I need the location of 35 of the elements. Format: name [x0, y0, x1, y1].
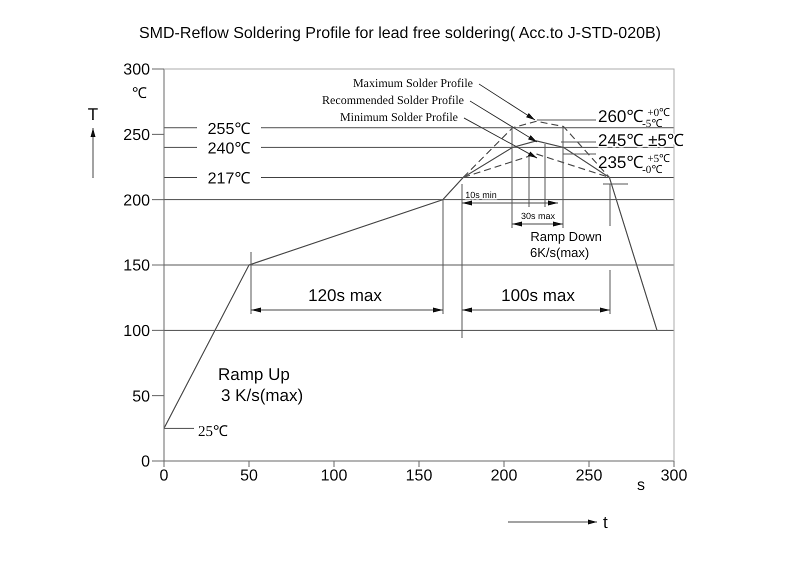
y-tick-label: 50 [132, 388, 150, 406]
annotation: Ramp Up [218, 365, 290, 384]
annotation: Ramp Down [530, 228, 602, 244]
annotation: 100s max [501, 286, 576, 305]
x-tick-label: 100 [320, 467, 348, 484]
x-tick-label: 0 [160, 467, 169, 484]
ref-line-label: 255℃ [208, 120, 250, 138]
annotation: 25℃ [198, 424, 228, 440]
annotation: 6K/s(max) [530, 245, 590, 260]
ref-line-label: 217℃ [208, 170, 250, 188]
y-tick-label: 300 [123, 62, 150, 79]
y-tick-label: 0 [141, 454, 150, 471]
text: ℃ [132, 86, 147, 102]
x-tick-label: 300 [660, 467, 688, 484]
y-tick-label: 200 [123, 192, 150, 210]
x-tick-label: 150 [406, 467, 432, 484]
annotation: 3 K/s(max) [221, 386, 304, 405]
y-tick-label: 100 [123, 323, 150, 340]
text: Maximum Solder Profile [353, 76, 473, 90]
chart-title: SMD-Reflow Soldering Profile for lead free soldering( Acc.to J-STD-020B) [138, 25, 662, 43]
ref-line-label: 240℃ [208, 140, 250, 158]
x-axis-title: t [603, 513, 608, 532]
y-tick-label: 150 [123, 258, 150, 275]
annotation: 30s max [520, 211, 556, 221]
x-tick-label: 50 [240, 467, 258, 484]
y-tick-label: 250 [123, 127, 150, 144]
annotation: 245℃ ±5℃ [598, 131, 684, 150]
x-tick-label: 200 [490, 467, 518, 484]
y-axis-title: T [88, 105, 98, 124]
annotation: 120s max [308, 286, 382, 305]
annotation: 10s min [465, 190, 497, 200]
text: s [637, 477, 645, 494]
x-tick-label: 250 [576, 467, 602, 484]
text: Minimum Solder Profile [340, 110, 458, 124]
text: Recommended Solder Profile [322, 93, 464, 107]
